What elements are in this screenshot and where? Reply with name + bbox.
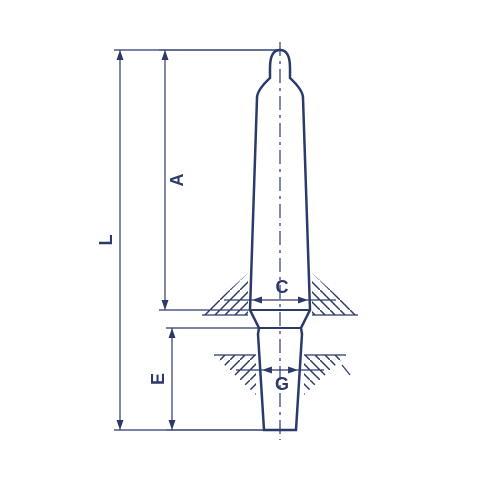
hatch-upper-left: [202, 273, 248, 315]
label-C: C: [276, 277, 289, 297]
hatch-lower-right: [304, 355, 346, 395]
hatch-lower-left: [214, 355, 256, 395]
technical-drawing: L A E C G: [0, 0, 500, 500]
label-E: E: [148, 373, 168, 385]
hatch-upper-right: [312, 273, 358, 315]
label-G: G: [275, 374, 289, 394]
label-L: L: [96, 235, 116, 246]
label-A: A: [167, 174, 187, 187]
